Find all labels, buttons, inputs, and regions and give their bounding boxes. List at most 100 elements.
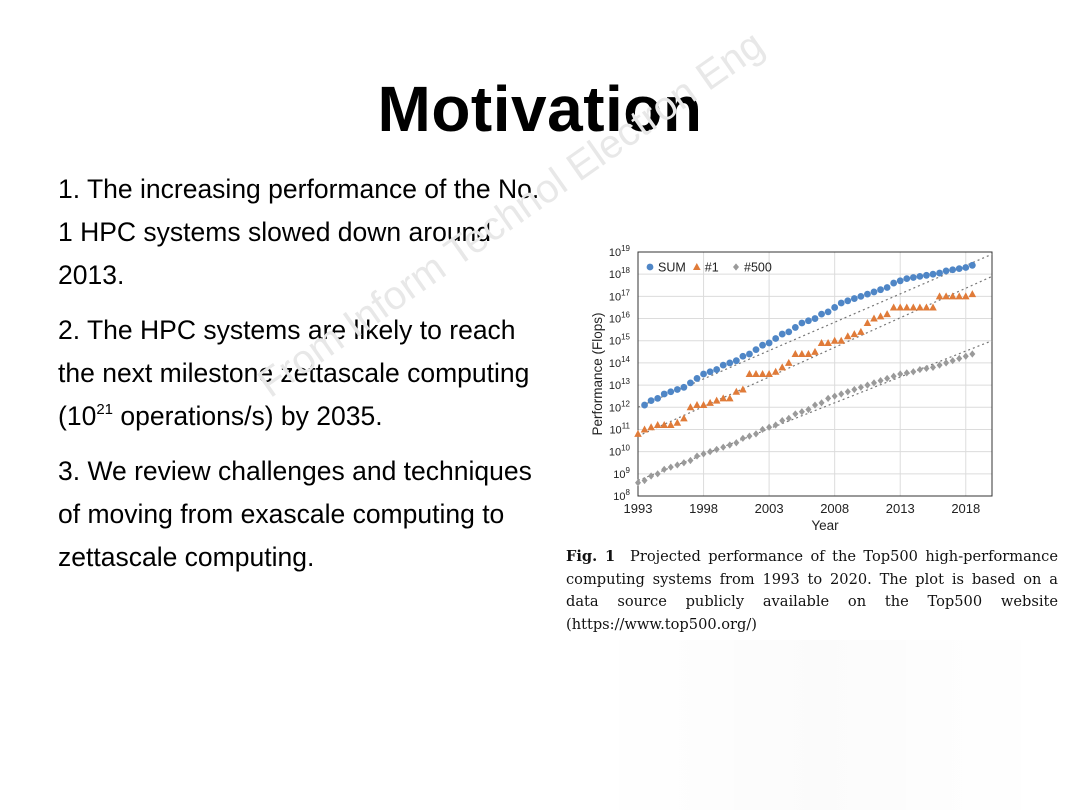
- point-#1: [870, 314, 878, 322]
- point-#500: [962, 352, 969, 360]
- point-#1: [686, 403, 695, 411]
- point-#1: [935, 292, 944, 300]
- legend-marker-#500: [733, 263, 739, 271]
- point-#1: [850, 330, 859, 338]
- y-tick-label: 1016: [609, 311, 631, 326]
- point-#500: [916, 365, 923, 374]
- point-SUM: [962, 264, 970, 271]
- x-tick-label-2018: 2018: [951, 501, 980, 516]
- point-#1: [752, 370, 760, 377]
- point-#500: [930, 363, 936, 371]
- point-#500: [654, 470, 661, 478]
- point-#500: [726, 441, 733, 449]
- point-SUM: [706, 368, 714, 376]
- point-#1: [830, 336, 839, 344]
- point-#500: [838, 390, 845, 398]
- x-tick-label-1993: 1993: [624, 501, 653, 516]
- point-SUM: [726, 359, 734, 367]
- point-#500: [785, 414, 792, 422]
- point-#500: [825, 394, 832, 402]
- point-#1: [902, 303, 911, 311]
- point-#1: [739, 385, 747, 393]
- point-#500: [635, 479, 641, 487]
- point-#500: [700, 450, 707, 458]
- point-SUM: [746, 350, 753, 358]
- y-tick-label: 1014: [609, 355, 631, 370]
- point-#1: [863, 318, 872, 326]
- y-tick-label: 1019: [609, 244, 631, 259]
- legend-label-SUM: SUM: [658, 261, 686, 275]
- point-SUM: [680, 383, 688, 391]
- point-#500: [956, 354, 963, 363]
- point-#1: [948, 292, 957, 300]
- point-SUM: [791, 324, 799, 331]
- point-SUM: [916, 273, 924, 280]
- point-#500: [674, 461, 681, 469]
- point-SUM: [732, 357, 740, 365]
- point-SUM: [831, 304, 839, 311]
- point-SUM: [903, 275, 911, 283]
- point-#1: [712, 396, 721, 404]
- plot-frame: [637, 251, 993, 497]
- point-SUM: [896, 277, 904, 285]
- legend-label-#500: #500: [744, 261, 772, 275]
- y-tick-label: 109: [613, 466, 630, 481]
- point-#1: [968, 290, 977, 298]
- point-SUM: [713, 366, 721, 373]
- point-#1: [653, 421, 662, 429]
- point-#500: [779, 416, 786, 425]
- figure-caption: Fig. 1 Projected performance of the Top5…: [566, 546, 1058, 636]
- point-SUM: [798, 319, 806, 327]
- caption-text: Projected performance of the Top500 high…: [566, 548, 1058, 633]
- point-#1: [916, 303, 924, 311]
- point-#1: [706, 398, 714, 406]
- point-#1: [719, 394, 728, 402]
- point-#1: [634, 429, 642, 437]
- point-#1: [693, 401, 701, 409]
- point-SUM: [864, 290, 871, 298]
- point-#500: [641, 476, 648, 485]
- point-#1: [680, 414, 688, 422]
- point-SUM: [844, 297, 852, 305]
- point-#1: [784, 358, 793, 366]
- point-#500: [910, 368, 917, 376]
- point-SUM: [647, 397, 655, 405]
- point-#1: [896, 303, 905, 311]
- point-#1: [961, 292, 970, 300]
- point-#1: [889, 303, 898, 311]
- point-#500: [877, 377, 884, 385]
- y-axis-title: Performance (Flops): [590, 312, 605, 435]
- legend-marker-#1: [693, 263, 701, 270]
- point-#1: [824, 338, 832, 346]
- point-SUM: [929, 270, 937, 278]
- point-#1: [673, 418, 682, 426]
- point-#500: [805, 405, 812, 414]
- point-SUM: [700, 370, 707, 378]
- point-SUM: [949, 266, 957, 274]
- point-#1: [778, 363, 787, 371]
- point-SUM: [660, 390, 668, 398]
- point-#500: [680, 459, 687, 467]
- y-tick-label: 1012: [609, 399, 631, 414]
- point-#1: [660, 421, 669, 429]
- trendline-#500: [637, 340, 993, 482]
- point-#1: [745, 370, 754, 377]
- point-SUM: [850, 295, 858, 302]
- point-#500: [969, 350, 976, 358]
- point-SUM: [936, 269, 943, 277]
- point-SUM: [693, 375, 701, 382]
- point-#1: [765, 370, 773, 377]
- point-SUM: [955, 265, 963, 273]
- point-#1: [771, 367, 780, 375]
- point-#1: [837, 336, 846, 344]
- point-#500: [923, 364, 930, 373]
- legend-label-#1: #1: [705, 261, 719, 275]
- x-tick-label-2008: 2008: [820, 501, 849, 516]
- point-#1: [909, 303, 918, 311]
- y-tick-label: 1015: [609, 333, 631, 348]
- point-#1: [929, 303, 937, 311]
- point-#500: [798, 408, 805, 416]
- point-SUM: [641, 401, 648, 409]
- x-axis-title: Year: [811, 518, 839, 533]
- point-SUM: [857, 292, 865, 300]
